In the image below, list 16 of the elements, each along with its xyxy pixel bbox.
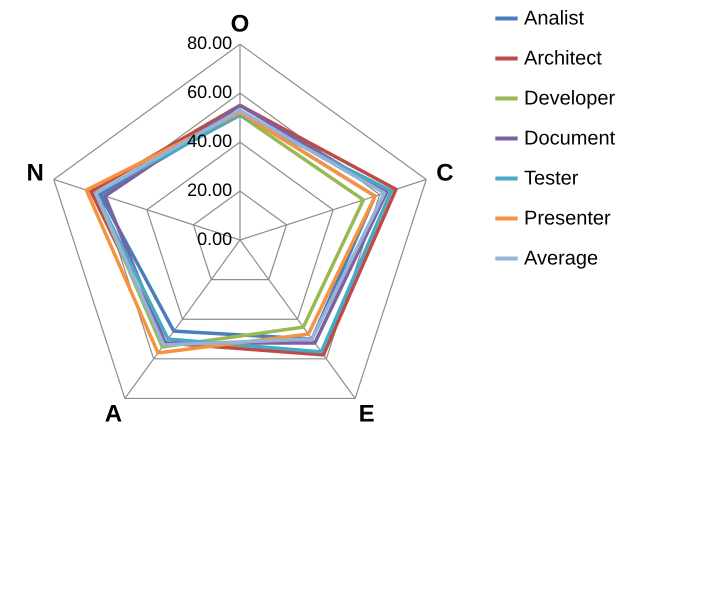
y-tick-label: 20.00 (187, 180, 232, 200)
spoke-label: N (26, 159, 44, 186)
spoke-label: O (230, 10, 250, 38)
legend-label: Tester (524, 168, 579, 190)
spoke-label: E (358, 400, 375, 428)
y-tick-label: 60.00 (187, 82, 232, 102)
spoke-label: C (436, 159, 454, 186)
y-tick-label: 80.00 (187, 33, 232, 54)
legend-label: Document (524, 128, 616, 150)
legend-label: Analist (524, 8, 584, 30)
legend-label: Presenter (524, 208, 612, 230)
spoke-label: A (104, 400, 122, 428)
legend-label: Developer (524, 88, 616, 110)
legend-label: Architect (524, 48, 602, 70)
legend-label: Average (524, 248, 598, 270)
y-tick-label: 0.00 (197, 229, 232, 249)
